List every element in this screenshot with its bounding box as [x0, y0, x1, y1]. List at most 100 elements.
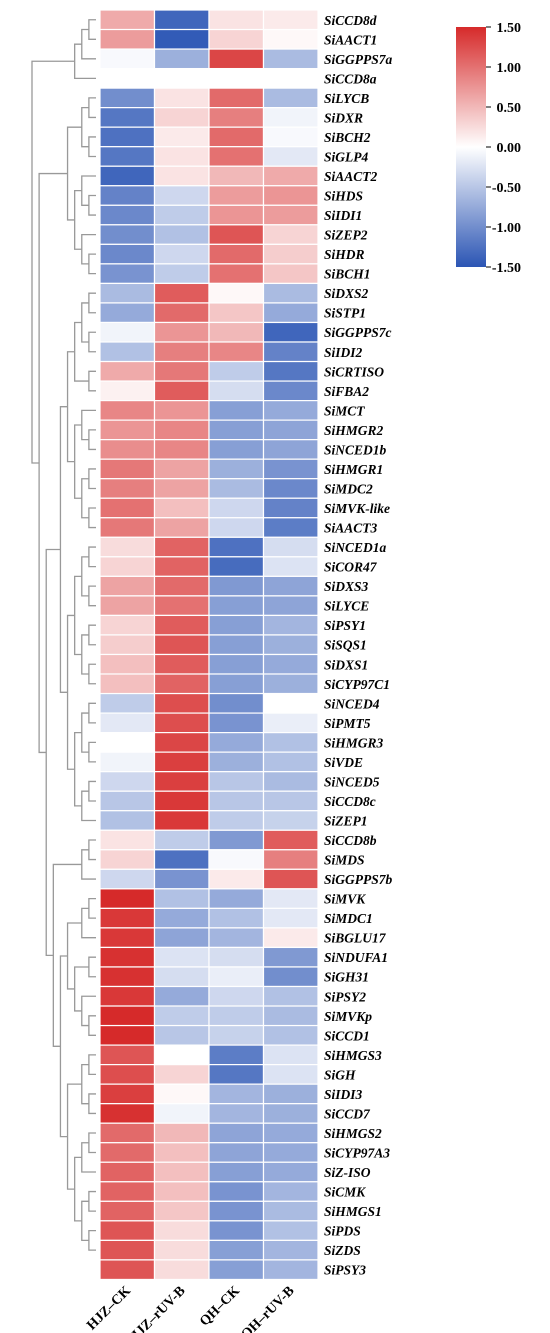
heatmap-cell	[208, 575, 265, 597]
row-label: SiAACT1	[324, 32, 377, 47]
dendrogram-branch	[88, 741, 96, 763]
heatmap-cell	[262, 28, 319, 50]
row-label: SiZ-ISO	[324, 1165, 371, 1180]
heatmap-cell	[208, 165, 265, 187]
row-label: SiGGPPS7a	[324, 52, 393, 67]
heatmap-cell	[208, 126, 265, 148]
heatmap-cell	[208, 712, 265, 734]
heatmap-cell	[208, 1103, 265, 1124]
dendrogram-branch	[88, 468, 96, 490]
heatmap-cell	[262, 1142, 319, 1163]
heatmap-cell	[99, 868, 156, 890]
heatmap-cell	[262, 673, 319, 695]
dendrogram-branch	[88, 702, 96, 724]
dendrogram-branch	[88, 839, 96, 861]
heatmap-cell	[99, 282, 156, 304]
heatmap-cell	[99, 556, 156, 577]
dendrogram-branch	[81, 712, 89, 753]
row-label: SiGLP4	[324, 149, 369, 164]
row-label: SiHMGS1	[324, 1204, 382, 1219]
heatmap-cell	[99, 1044, 156, 1066]
heatmap-cell	[99, 614, 156, 636]
row-label: SiMDC1	[324, 911, 373, 926]
heatmap-cell	[99, 478, 156, 499]
heatmap-cell	[99, 243, 156, 265]
row-label: SiCRTISO	[324, 364, 384, 379]
row-label: SiIDI1	[324, 208, 362, 223]
heatmap-cell	[208, 556, 265, 577]
heatmap-cell	[99, 536, 156, 558]
row-label: SiBGLU17	[324, 931, 387, 946]
heatmap-cell	[208, 282, 265, 304]
heatmap-cell	[99, 1161, 156, 1183]
heatmap-cell	[262, 1044, 319, 1066]
heatmap-cell	[262, 907, 319, 929]
heatmap-cell	[99, 1259, 156, 1281]
heatmap-cell	[262, 1181, 319, 1202]
dendrogram-branch	[88, 897, 96, 919]
heatmap-cell	[99, 1239, 156, 1261]
heatmap-cell	[99, 224, 156, 245]
dendrogram-branch	[81, 1063, 89, 1105]
heatmap-cell	[262, 614, 319, 636]
heatmap-cell	[208, 907, 265, 929]
heatmap-cell	[153, 165, 210, 187]
row-label: SiCCD8b	[324, 833, 377, 848]
dendrogram-branch	[88, 507, 96, 529]
heatmap-cell	[153, 575, 210, 597]
legend-tick-label: 0.50	[497, 101, 522, 116]
row-label: SiMVKp	[324, 1009, 372, 1024]
heatmap-cell	[262, 1220, 319, 1241]
heatmap-cell	[99, 497, 156, 519]
row-label: SiDXS2	[324, 286, 369, 301]
heatmap-cell	[99, 1181, 156, 1202]
heatmap-cell	[262, 321, 319, 343]
dendrogram-branch	[88, 19, 96, 40]
heatmap-cell	[262, 1103, 319, 1124]
row-label: SiBCH1	[324, 267, 371, 282]
heatmap-cell	[153, 400, 210, 421]
heatmap-cell	[99, 1064, 156, 1085]
dendrogram-branch	[88, 624, 96, 646]
heatmap-cell	[262, 400, 319, 421]
dendrogram-branch	[88, 1132, 96, 1154]
row-dendrogram	[31, 19, 96, 1251]
heatmap-cell	[99, 360, 156, 382]
heatmap-cell	[208, 1024, 265, 1046]
heatmap-cell	[99, 946, 156, 968]
heatmap-cell	[153, 9, 210, 31]
dendrogram-branch	[88, 1054, 96, 1076]
heatmap-cell	[99, 771, 156, 792]
dendrogram-branch	[81, 1142, 96, 1173]
row-label: SiNDUFA1	[324, 950, 388, 965]
dendrogram-branch	[81, 1200, 89, 1242]
dendrogram-branch	[88, 1190, 96, 1212]
heatmap-cell	[262, 107, 319, 128]
heatmap-cell	[153, 360, 210, 382]
row-label: SiHDS	[324, 189, 363, 204]
heatmap-cell	[208, 478, 265, 499]
row-label: SiSTP1	[324, 306, 366, 321]
heatmap-cell	[99, 165, 156, 187]
legend-colorbar	[456, 27, 486, 267]
row-label: SiCOR47	[324, 560, 378, 575]
heatmap-cell	[208, 1122, 265, 1144]
dendrogram-branch	[88, 663, 96, 685]
heatmap-cell	[208, 224, 265, 245]
heatmap-cell	[153, 107, 210, 128]
dendrogram-branch	[66, 126, 82, 221]
heatmap-cell	[99, 712, 156, 734]
row-label: SiMVK-like	[324, 501, 390, 516]
heatmap-cell	[208, 771, 265, 792]
heatmap-cell	[153, 1024, 210, 1046]
heatmap-cell	[208, 927, 265, 949]
heatmap-cell	[153, 263, 210, 285]
legend-tick-label: 1.00	[497, 61, 522, 76]
heatmap-cell	[262, 692, 319, 714]
dendrogram-branch	[74, 190, 82, 250]
heatmap-cell	[153, 439, 210, 460]
row-label: SiGGPPS7b	[324, 872, 393, 887]
heatmap-cell	[153, 712, 210, 734]
heatmap-cell	[208, 1239, 265, 1261]
heatmap-cell	[99, 810, 156, 831]
